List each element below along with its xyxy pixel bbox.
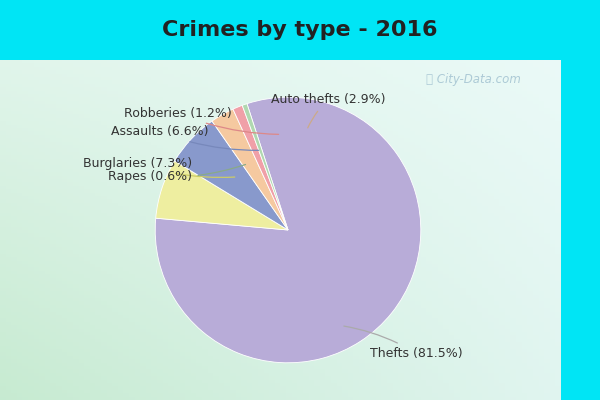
Text: Crimes by type - 2016: Crimes by type - 2016 xyxy=(162,20,438,40)
Text: Robberies (1.2%): Robberies (1.2%) xyxy=(124,107,278,134)
Text: Thefts (81.5%): Thefts (81.5%) xyxy=(344,326,463,360)
Text: ⓘ City-Data.com: ⓘ City-Data.com xyxy=(426,74,521,86)
Wedge shape xyxy=(212,109,288,230)
Text: Burglaries (7.3%): Burglaries (7.3%) xyxy=(83,157,235,178)
Wedge shape xyxy=(242,104,288,230)
Text: Auto thefts (2.9%): Auto thefts (2.9%) xyxy=(271,93,385,128)
Wedge shape xyxy=(233,105,288,230)
Text: Rapes (0.6%): Rapes (0.6%) xyxy=(109,164,245,183)
Text: Assaults (6.6%): Assaults (6.6%) xyxy=(111,125,259,150)
Wedge shape xyxy=(175,121,288,230)
Wedge shape xyxy=(156,161,288,230)
Wedge shape xyxy=(155,97,421,363)
